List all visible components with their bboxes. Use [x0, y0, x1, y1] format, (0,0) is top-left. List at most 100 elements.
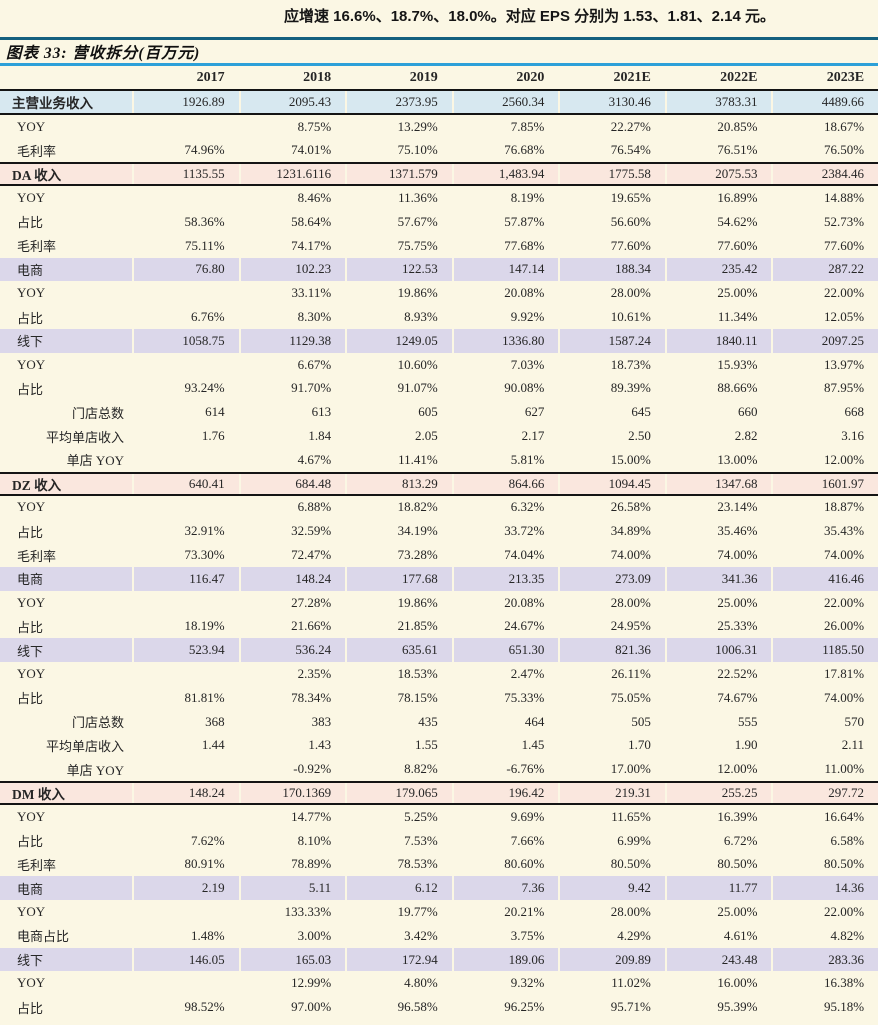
cell-value: 179.065 — [345, 783, 452, 803]
cell-value: 7.53% — [345, 828, 452, 853]
cell-value: 97.00% — [238, 995, 346, 1020]
cell-value: 368 — [132, 709, 239, 734]
cell-value: 96.58% — [345, 995, 452, 1020]
table-row: YOY 27.28% 19.86% 20.08% 28.00% 25.00% 22.00% — [0, 590, 878, 615]
table-row: 电商 2.19 5.11 6.12 7.36 9.42 11.77 14.36 — [0, 876, 878, 901]
cell-value: 464 — [451, 709, 559, 734]
cell-value: 6.99% — [558, 828, 665, 853]
cell-value: 77.68% — [451, 233, 559, 258]
cell-value: 16.00% — [664, 971, 772, 996]
row-label: YOY — [17, 356, 46, 372]
cell-value: 95.39% — [664, 995, 772, 1020]
table-row: 电商 116.47 148.24 177.68 213.35 273.09 341.36 41… — [0, 566, 878, 591]
cell-value: 33.72% — [451, 519, 559, 544]
table-row: DA 收入 1135.55 1231.6116 1371.579 1,483.94 177… — [0, 162, 878, 187]
cell-value — [132, 900, 239, 924]
table-row: 平均单店收入 1.44 1.43 1.55 1.45 1.70 1.90 2.11 — [0, 733, 878, 758]
cell-value: 2095.43 — [238, 91, 346, 113]
table-row: YOY 133.33% 19.77% 20.21% 28.00% 25.00% 22.00% — [0, 900, 878, 924]
cell-value: 11.77 — [664, 876, 772, 901]
cell-value: 77.60% — [664, 233, 772, 258]
cell-value: 73.28% — [345, 543, 452, 567]
cell-value: 35.46% — [664, 519, 772, 544]
cell-value: 25.00% — [664, 900, 772, 924]
cell-value: 189.06 — [451, 947, 559, 972]
cell-value: 2075.53 — [664, 164, 772, 185]
cell-value: 58.64% — [238, 209, 346, 234]
cell-value: 27.28% — [238, 590, 346, 615]
cell-value: 297.72 — [771, 783, 878, 803]
cell-value: 25.00% — [664, 281, 772, 306]
table-row: 单店 YOY -0.92% 8.82% -6.76% 17.00% 12.00% 11.00… — [0, 757, 878, 782]
cell-value: 33.11% — [238, 281, 346, 306]
cell-value: 15.93% — [664, 352, 772, 377]
table-row: 占比 18.19% 21.66% 21.85% 24.67% 24.95% 25.33% 26… — [0, 614, 878, 639]
cell-value: 28.00% — [558, 590, 665, 615]
table-title: 图表 33: 营收拆分(百万元) — [6, 45, 201, 62]
cell-value: 32.91% — [132, 519, 239, 544]
cell-value: 1.45 — [451, 733, 559, 758]
cell-value: 96.25% — [451, 995, 559, 1020]
cell-value: 2.50 — [558, 424, 665, 448]
cell-value: 22.00% — [771, 590, 878, 615]
cell-value: 1249.05 — [345, 328, 452, 353]
cell-value: 1775.58 — [558, 164, 665, 185]
cell-value: 76.54% — [558, 138, 665, 163]
cell-value: 80.50% — [771, 852, 878, 877]
cell-value: 98.52% — [132, 995, 239, 1020]
cell-value: 18.82% — [345, 495, 452, 520]
cell-value: 555 — [664, 709, 772, 734]
row-label: 门店总数 — [71, 715, 124, 731]
cell-value: 54.62% — [664, 209, 772, 234]
cell-value: 87.95% — [771, 376, 878, 401]
cell-value: 1.84 — [238, 424, 346, 448]
row-label: YOY — [17, 118, 46, 134]
cell-value: 635.61 — [345, 638, 452, 663]
cell-value: 11.34% — [664, 305, 772, 329]
cell-value: 20.08% — [451, 590, 559, 615]
cell-value: 10.60% — [345, 352, 452, 377]
row-label: 占比 — [17, 1000, 44, 1016]
cell-value: 26.58% — [558, 495, 665, 520]
column-header-2021E: 2021E — [558, 66, 665, 89]
row-label: 电商占比 — [17, 929, 70, 945]
row-label: YOY — [17, 666, 46, 682]
cell-value: 14.88% — [771, 186, 878, 210]
row-label: 单店 YOY — [66, 762, 124, 778]
cell-value: 2.05 — [345, 424, 452, 448]
cell-value: 341.36 — [664, 566, 772, 591]
cell-value: 8.93% — [345, 305, 452, 329]
cell-value: 7.66% — [451, 828, 559, 853]
cell-value: 22.27% — [558, 114, 665, 139]
cell-value: 2.82 — [664, 424, 772, 448]
cell-value: -6.76% — [451, 757, 559, 782]
cell-value: 11.00% — [771, 757, 878, 782]
cell-value: 3783.31 — [664, 91, 772, 113]
cell-value: 74.17% — [238, 233, 346, 258]
cell-value: 570 — [771, 709, 878, 734]
column-header-2022E: 2022E — [664, 66, 772, 89]
cell-value: 91.70% — [238, 376, 346, 401]
revenue-table: 2017 2018 2019 2020 2021E 2022E 2023E 主营业务收入 19… — [0, 66, 878, 1020]
cell-value: 1371.579 — [345, 164, 452, 185]
cell-value: 122.53 — [345, 257, 452, 282]
row-label: YOY — [17, 190, 46, 206]
cell-value: 219.31 — [558, 783, 665, 803]
table-row: 占比 93.24% 91.70% 91.07% 90.08% 89.39% 88.66% 87… — [0, 376, 878, 401]
cell-value: 16.89% — [664, 186, 772, 210]
table-row: YOY 2.35% 18.53% 2.47% 26.11% 22.52% 17.81% — [0, 662, 878, 686]
cell-value — [132, 971, 239, 996]
cell-value: 6.88% — [238, 495, 346, 520]
cell-value: 813.29 — [345, 473, 452, 494]
cell-value — [132, 590, 239, 615]
column-header-2019: 2019 — [345, 66, 452, 89]
cell-value: 3130.46 — [558, 91, 665, 113]
cell-value: 17.00% — [558, 757, 665, 782]
table-row: DM 收入 148.24 170.1369 179.065 196.42 219.31 25… — [0, 781, 878, 805]
cell-value: 8.19% — [451, 186, 559, 210]
cell-value: 5.11 — [238, 876, 346, 901]
cell-value: 11.41% — [345, 447, 452, 472]
cell-value: 2.35% — [238, 662, 346, 686]
cell-value: 2384.46 — [771, 164, 878, 185]
cell-value: 651.30 — [451, 638, 559, 663]
